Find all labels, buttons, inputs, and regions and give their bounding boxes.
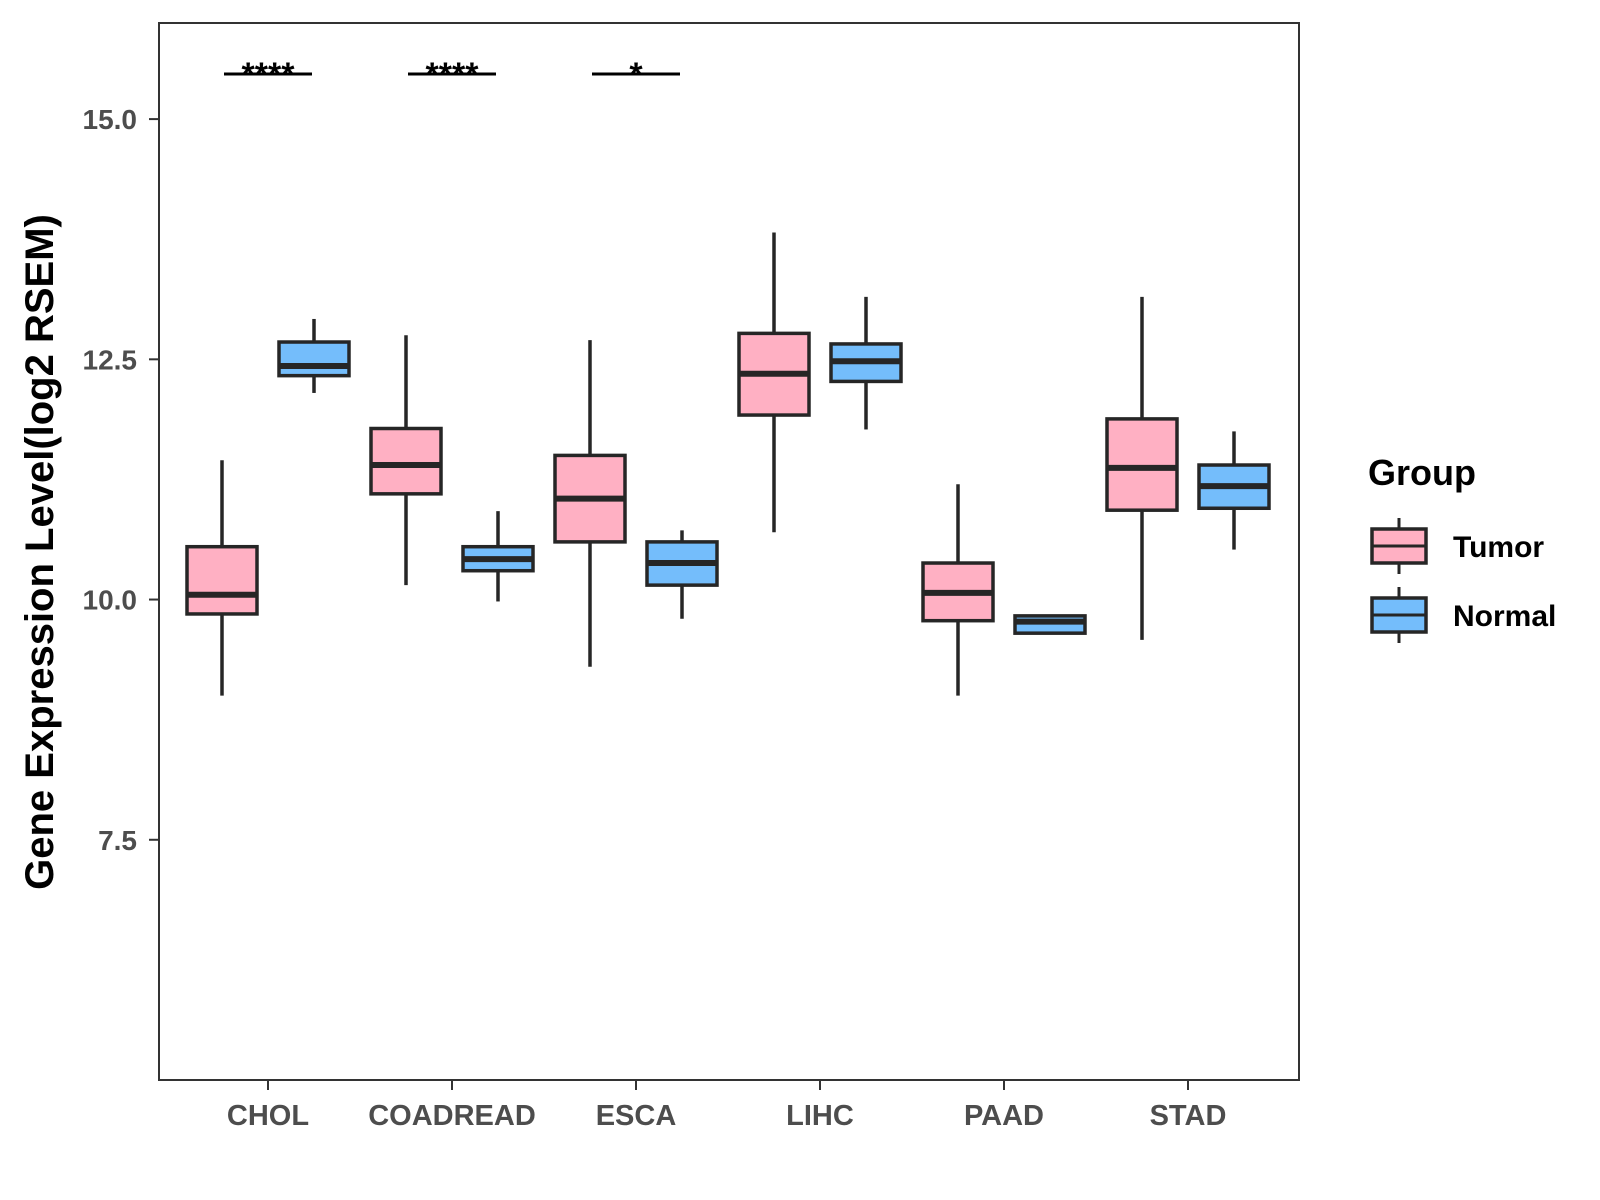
- legend-label: Tumor: [1453, 531, 1544, 564]
- significance-label: *: [629, 56, 643, 94]
- significance-label: ****: [242, 56, 296, 94]
- legend-key-normal: [1370, 587, 1428, 643]
- normal-box-coadread: [461, 511, 535, 602]
- box-iqr: [1105, 417, 1179, 512]
- tumor-box-paad: [921, 484, 995, 696]
- x-tick-label: STAD: [1150, 1100, 1227, 1132]
- box-series: [185, 232, 1271, 696]
- x-tick-label: COADREAD: [368, 1100, 536, 1132]
- legend-key-tumor: [1370, 518, 1428, 574]
- normal-box-stad: [1197, 431, 1271, 550]
- x-tick-label: ESCA: [596, 1100, 677, 1132]
- tumor-box-esca: [553, 340, 627, 667]
- y-tick-label: 10.0: [83, 585, 138, 616]
- legend-label: Normal: [1453, 600, 1556, 633]
- box-iqr: [369, 426, 443, 496]
- tumor-box-stad: [1105, 296, 1179, 640]
- normal-box-esca: [645, 530, 719, 619]
- y-tick-label: 7.5: [98, 825, 137, 856]
- x-tick-label: CHOL: [227, 1100, 309, 1132]
- plot-panel-border: [158, 22, 1300, 1081]
- box-iqr: [185, 544, 259, 616]
- y-axis-title: Gene Expression Level(log2 RSEM): [18, 214, 62, 890]
- tumor-box-coadread: [369, 335, 443, 586]
- y-tick-label: 12.5: [83, 344, 138, 375]
- legend-title: Group: [1368, 452, 1476, 493]
- normal-box-paad: [1013, 614, 1087, 635]
- x-tick-label: PAAD: [964, 1100, 1044, 1132]
- box-iqr: [277, 340, 351, 378]
- tumor-box-chol: [185, 460, 259, 696]
- x-axis: CHOL COADREAD ESCA LIHC PAAD STAD: [227, 1080, 1226, 1132]
- y-axis: 7.5 10.0 12.5 15.0: [83, 104, 159, 856]
- tumor-box-lihc: [737, 232, 811, 533]
- normal-box-chol: [277, 318, 351, 393]
- legend: Group Tumor Normal: [1368, 452, 1556, 643]
- significance-annotations: **** **** *: [224, 56, 680, 94]
- x-tick-label: LIHC: [786, 1100, 854, 1132]
- normal-box-lihc: [829, 296, 903, 430]
- y-tick-label: 15.0: [83, 104, 138, 135]
- significance-label: ****: [426, 56, 480, 94]
